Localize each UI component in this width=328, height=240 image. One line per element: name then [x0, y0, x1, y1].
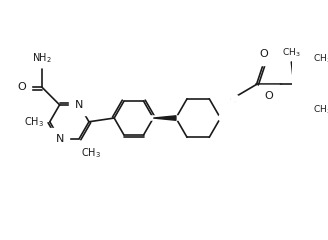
Text: CH$_3$: CH$_3$	[282, 47, 301, 59]
Text: CH$_3$: CH$_3$	[81, 146, 101, 160]
Text: N: N	[75, 100, 83, 110]
Polygon shape	[153, 116, 176, 120]
Text: O: O	[17, 82, 26, 92]
Text: O: O	[259, 49, 268, 59]
Text: NH$_2$: NH$_2$	[32, 51, 52, 65]
Text: CH$_3$: CH$_3$	[25, 115, 45, 129]
Text: CH$_3$: CH$_3$	[313, 53, 328, 65]
Text: CH$_3$: CH$_3$	[313, 104, 328, 116]
Text: O: O	[265, 91, 273, 101]
Text: N: N	[55, 134, 64, 144]
